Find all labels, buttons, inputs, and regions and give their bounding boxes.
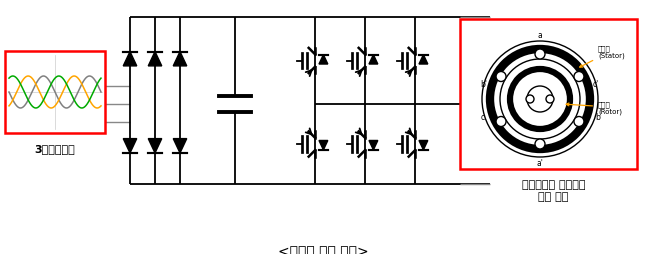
Circle shape — [526, 96, 534, 104]
Polygon shape — [123, 52, 137, 67]
Circle shape — [574, 117, 584, 127]
Circle shape — [496, 117, 506, 127]
Text: b: b — [595, 113, 600, 122]
Polygon shape — [148, 52, 162, 67]
Polygon shape — [419, 55, 428, 65]
Text: 3상교류전원: 3상교류전원 — [35, 144, 75, 153]
Polygon shape — [419, 141, 428, 150]
Polygon shape — [173, 52, 187, 67]
Text: 회전자
(Rotor): 회전자 (Rotor) — [566, 101, 622, 115]
Polygon shape — [369, 141, 378, 150]
Text: 고정자
(Stator): 고정자 (Stator) — [580, 45, 625, 68]
Bar — [5, 52, 105, 133]
Circle shape — [535, 139, 545, 149]
Polygon shape — [148, 139, 162, 153]
Polygon shape — [319, 141, 328, 150]
Text: c: c — [481, 113, 485, 122]
Polygon shape — [173, 139, 187, 153]
Bar — [460, 20, 637, 169]
Text: b': b' — [480, 80, 487, 89]
Text: a: a — [538, 31, 542, 40]
Text: 유도전동기 고정자에
전원 공급: 유도전동기 고정자에 전원 공급 — [521, 179, 586, 201]
Polygon shape — [319, 55, 328, 65]
Circle shape — [546, 96, 554, 104]
Polygon shape — [123, 139, 137, 153]
Circle shape — [496, 72, 506, 82]
Text: c': c' — [593, 80, 599, 89]
Circle shape — [535, 50, 545, 60]
Text: a': a' — [536, 158, 543, 167]
Polygon shape — [369, 55, 378, 65]
Circle shape — [574, 72, 584, 82]
Text: <인버터 구동 회로>: <인버터 구동 회로> — [278, 244, 368, 254]
